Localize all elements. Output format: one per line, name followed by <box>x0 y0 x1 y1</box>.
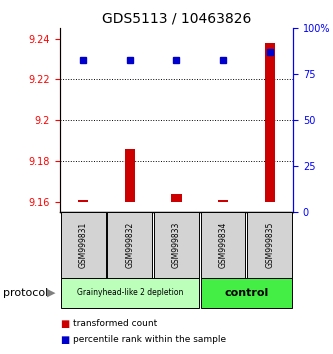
Text: control: control <box>224 288 268 298</box>
Bar <box>218 200 228 202</box>
Text: percentile rank within the sample: percentile rank within the sample <box>73 335 226 344</box>
Bar <box>61 212 106 278</box>
Bar <box>201 278 292 308</box>
Text: ▶: ▶ <box>47 288 56 298</box>
Title: GDS5113 / 10463826: GDS5113 / 10463826 <box>102 12 251 26</box>
Bar <box>265 42 275 202</box>
Bar <box>78 200 88 202</box>
Text: GSM999832: GSM999832 <box>125 222 135 268</box>
Bar <box>201 212 245 278</box>
Text: GSM999835: GSM999835 <box>265 222 274 268</box>
Text: GSM999834: GSM999834 <box>218 222 228 268</box>
Bar <box>61 278 199 308</box>
Text: Grainyhead-like 2 depletion: Grainyhead-like 2 depletion <box>77 289 183 297</box>
Bar <box>108 212 152 278</box>
Text: GSM999831: GSM999831 <box>79 222 88 268</box>
Text: ■: ■ <box>60 335 69 345</box>
Bar <box>247 212 292 278</box>
Bar <box>154 212 199 278</box>
Bar <box>171 194 181 202</box>
Bar <box>125 149 135 202</box>
Text: GSM999833: GSM999833 <box>172 222 181 268</box>
Text: ■: ■ <box>60 319 69 329</box>
Text: transformed count: transformed count <box>73 319 158 329</box>
Text: protocol: protocol <box>3 288 49 298</box>
